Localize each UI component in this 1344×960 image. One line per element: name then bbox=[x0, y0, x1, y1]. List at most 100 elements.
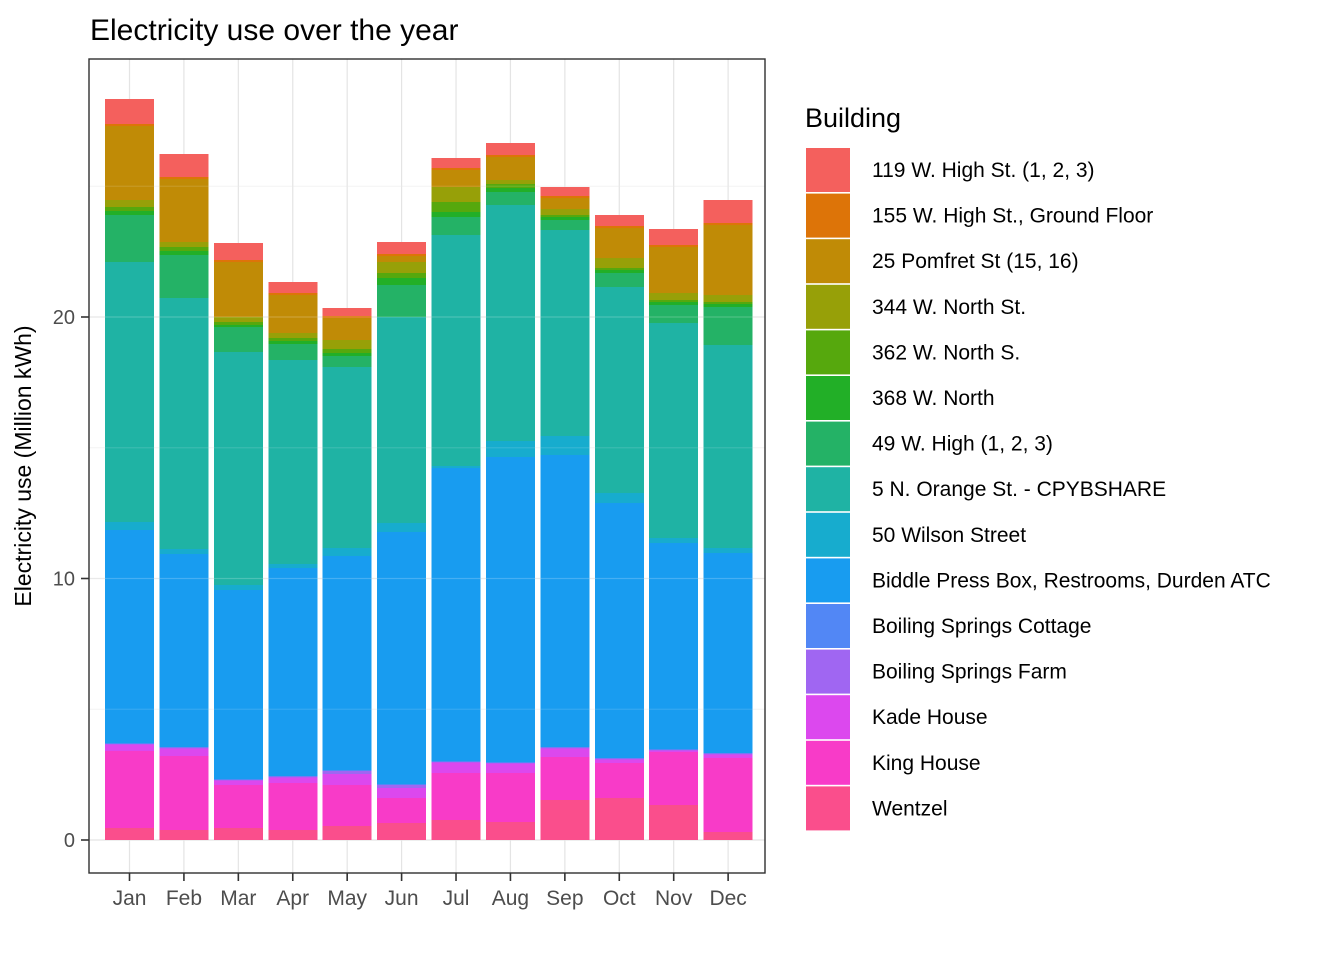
bar-segment bbox=[377, 241, 427, 254]
bar-segment bbox=[159, 241, 209, 247]
bar-segment bbox=[649, 804, 699, 840]
bar-segment bbox=[105, 744, 154, 752]
bar-segment bbox=[159, 251, 209, 256]
legend-label: 344 W. North St. bbox=[872, 296, 1026, 319]
legend-swatch bbox=[806, 740, 850, 785]
bar-segment bbox=[377, 523, 427, 532]
bar-segment bbox=[322, 348, 372, 354]
legend-swatch bbox=[806, 239, 850, 284]
bar-segment bbox=[703, 831, 753, 840]
bar-segment bbox=[105, 124, 154, 127]
bar-segment bbox=[159, 255, 209, 298]
bar-segment bbox=[703, 752, 753, 754]
bar-segment bbox=[431, 158, 481, 168]
legend-swatch bbox=[806, 284, 850, 329]
bar-segment bbox=[649, 302, 699, 305]
legend-swatch bbox=[806, 148, 850, 192]
bar-segment bbox=[649, 749, 699, 751]
bar-segment bbox=[322, 308, 372, 316]
bar-segment bbox=[649, 748, 699, 750]
x-tick-label: Jun bbox=[385, 887, 419, 910]
bar-segment bbox=[105, 827, 154, 840]
bar-segment bbox=[540, 746, 590, 748]
bar-segment bbox=[322, 770, 372, 775]
bar-segment bbox=[268, 782, 318, 831]
x-tick-label: Apr bbox=[276, 887, 309, 910]
bar-segment bbox=[322, 774, 372, 786]
bar-segment bbox=[431, 761, 481, 763]
bar-segment bbox=[485, 762, 535, 763]
x-tick-label: Aug bbox=[492, 887, 529, 910]
x-tick-label: Dec bbox=[709, 887, 746, 910]
bar-segment bbox=[540, 435, 590, 456]
bar-segment bbox=[213, 585, 263, 591]
bar-segment bbox=[105, 522, 154, 531]
bar-segment bbox=[485, 821, 535, 840]
bar-segment bbox=[377, 784, 427, 786]
bar-segment bbox=[594, 759, 644, 764]
bar-segment bbox=[268, 777, 318, 783]
bar-segment bbox=[649, 245, 699, 247]
x-tick-label: Jan bbox=[113, 887, 147, 910]
bar-segment bbox=[213, 785, 263, 828]
bar-segment bbox=[703, 303, 753, 308]
bar-segment bbox=[213, 259, 263, 263]
bar-segment bbox=[431, 167, 481, 171]
bar-segment bbox=[485, 205, 535, 441]
bar-segment bbox=[703, 547, 753, 554]
bar-segment bbox=[268, 295, 318, 333]
legend-label: 49 W. High (1, 2, 3) bbox=[872, 433, 1053, 456]
bar-segment bbox=[213, 779, 263, 781]
bar-segment bbox=[649, 323, 699, 538]
legend-swatch bbox=[806, 558, 850, 603]
bar-segment bbox=[377, 787, 427, 798]
bar-segment bbox=[105, 206, 154, 212]
bar-segment bbox=[105, 262, 154, 523]
bar-segment bbox=[213, 317, 263, 322]
bar-segment bbox=[105, 211, 154, 216]
bar-segment bbox=[485, 156, 535, 180]
bar-segment bbox=[594, 492, 644, 503]
bar-segment bbox=[322, 315, 372, 319]
bar-segment bbox=[594, 286, 644, 493]
bar-segment bbox=[268, 360, 318, 565]
bar-segment bbox=[594, 268, 644, 270]
bar-segment bbox=[268, 343, 318, 361]
bar-segment bbox=[485, 183, 535, 189]
legend-swatch bbox=[806, 330, 850, 375]
bar-segment bbox=[540, 219, 590, 230]
bar-segment bbox=[594, 215, 644, 226]
bar-segment bbox=[159, 747, 209, 749]
bar-segment bbox=[213, 242, 263, 260]
bar-segment bbox=[322, 547, 372, 557]
bar-segment bbox=[322, 318, 372, 341]
bar-segment bbox=[594, 797, 644, 840]
bar-segment bbox=[377, 797, 427, 824]
y-tick-label: 0 bbox=[64, 830, 75, 852]
legend-label: Biddle Press Box, Restrooms, Durden ATC bbox=[872, 569, 1271, 592]
bar-segment bbox=[431, 201, 481, 212]
bar-segment bbox=[377, 253, 427, 257]
bar-segment bbox=[540, 187, 590, 196]
y-axis-title: Electricity use (Million kWh) bbox=[10, 325, 36, 606]
bar-segment bbox=[322, 769, 372, 771]
bar-segment bbox=[105, 742, 154, 744]
bar-segment bbox=[322, 785, 372, 826]
bar-segment bbox=[377, 262, 427, 274]
bar-segment bbox=[540, 748, 590, 758]
legend-swatch bbox=[806, 649, 850, 694]
legend-label: 362 W. North S. bbox=[872, 341, 1020, 364]
bar-segment bbox=[540, 198, 590, 210]
bar-segment bbox=[213, 590, 263, 780]
bar-segment bbox=[105, 200, 154, 207]
bar-segment bbox=[594, 273, 644, 287]
y-tick-label: 10 bbox=[53, 569, 75, 591]
bar-segment bbox=[703, 295, 753, 303]
x-tick-label: Jul bbox=[443, 887, 470, 910]
bar-segment bbox=[105, 126, 154, 201]
bar-segment bbox=[268, 281, 318, 293]
bar-segment bbox=[431, 234, 481, 467]
bar-segment bbox=[377, 273, 427, 279]
legend-label: 368 W. North bbox=[872, 387, 995, 410]
bar-segment bbox=[703, 302, 753, 304]
